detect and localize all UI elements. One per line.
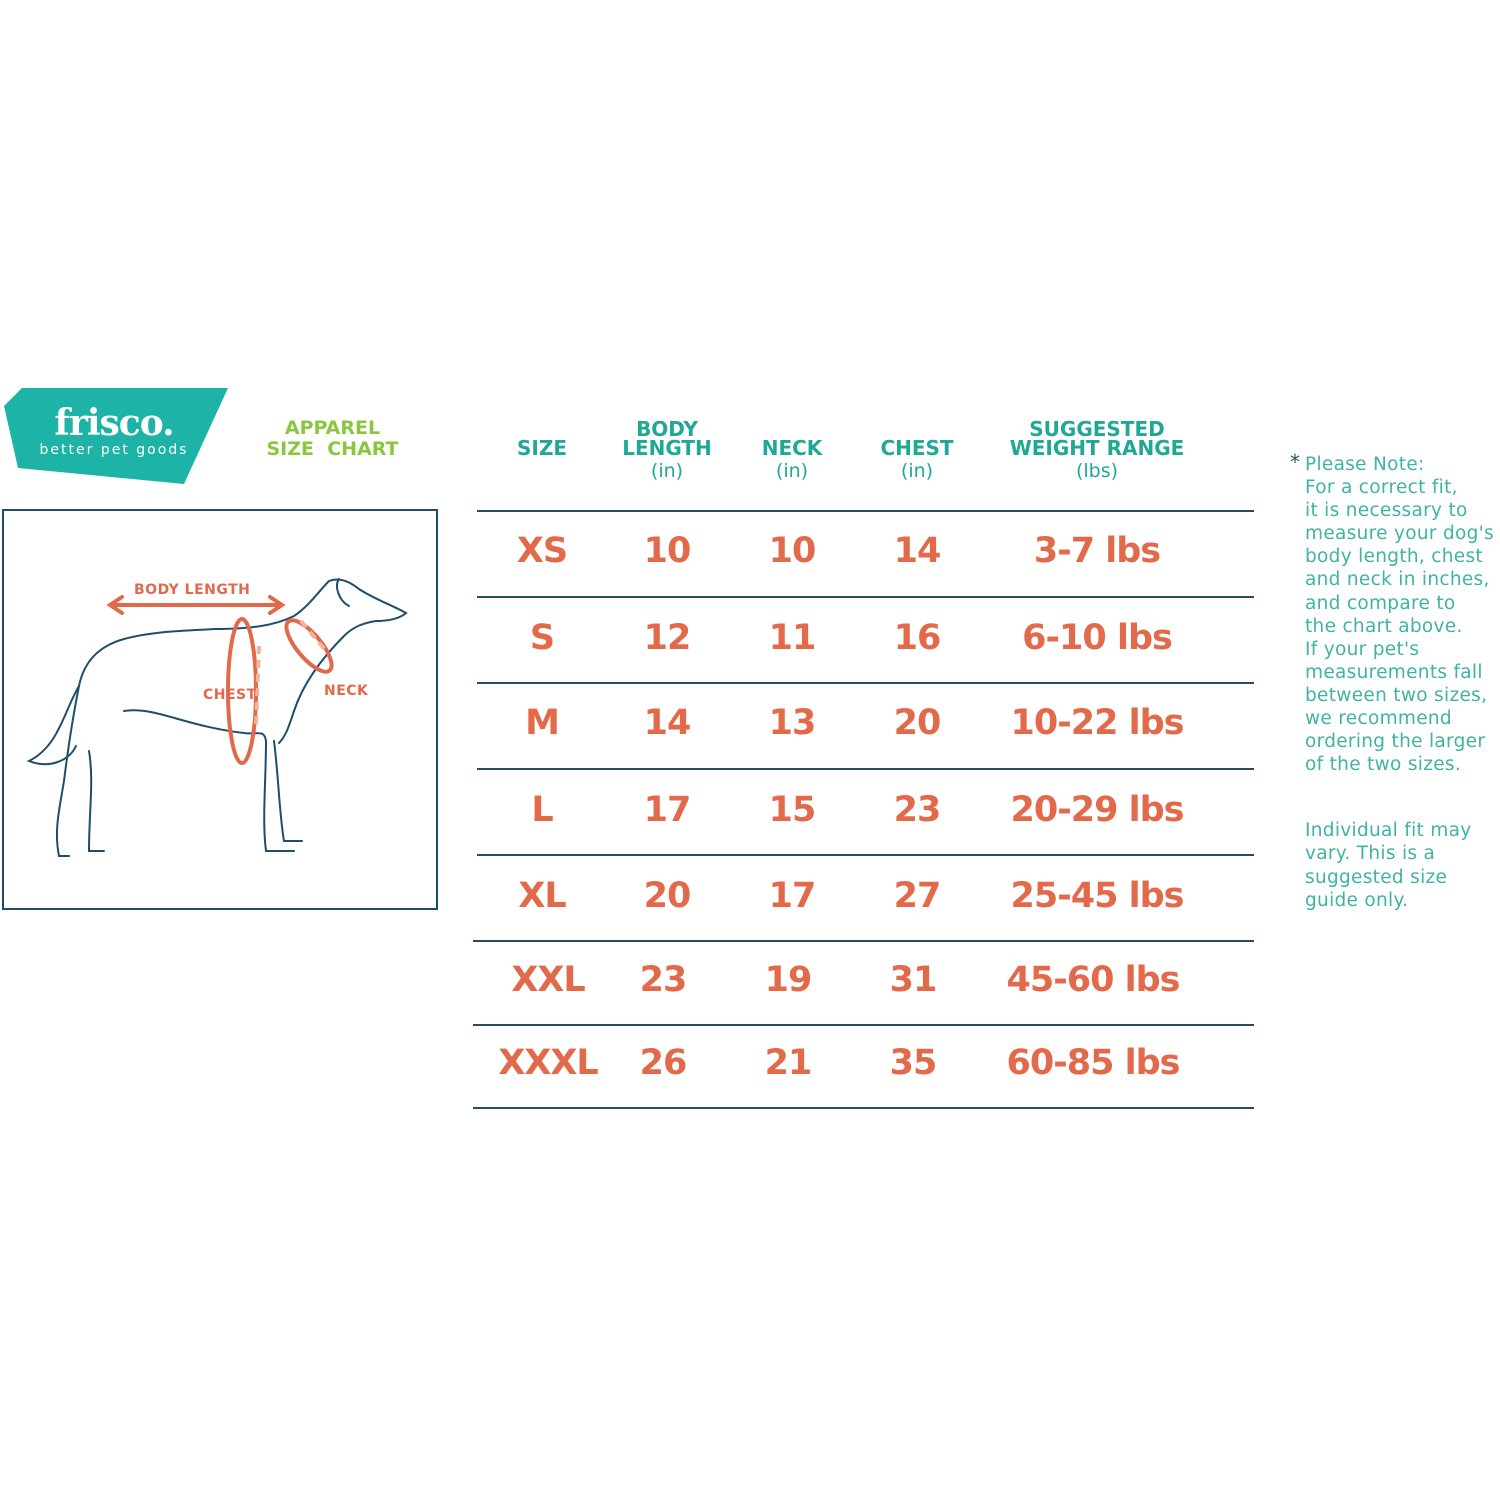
- neck-cell: 13: [768, 703, 817, 743]
- header-title: SUGGESTED: [1029, 417, 1165, 441]
- row-divider: [473, 1024, 1254, 1026]
- neck-cell: 17: [768, 876, 817, 916]
- column-header: NECK (in): [682, 436, 902, 484]
- header-title: NECK: [761, 436, 823, 460]
- column-header: SUGGESTED WEIGHT RANGE (lbs): [987, 417, 1207, 484]
- neck-cell: 15: [768, 790, 817, 830]
- weight-range-cell: 60-85 lbs: [1006, 1043, 1180, 1083]
- chest-cell: 20: [893, 703, 942, 743]
- brand-name: frisco.: [54, 402, 174, 444]
- column-header: CHEST (in): [807, 436, 1027, 484]
- row-divider: [477, 510, 1254, 512]
- brand-tagline: better pet goods: [39, 442, 189, 458]
- column-header: SIZE: [432, 436, 652, 460]
- neck-cell: 10: [768, 531, 817, 571]
- neck-cell: 11: [768, 618, 817, 658]
- body-length-label: BODY LENGTH: [134, 582, 251, 598]
- neck-label: NECK: [324, 683, 369, 699]
- chest-cell: 35: [889, 1043, 938, 1083]
- fit-note: * Please Note: For a correct fit, it is …: [1290, 450, 1500, 912]
- header-unit: (in): [900, 460, 934, 482]
- asterisk: *: [1290, 450, 1301, 474]
- note-paragraph-2: Individual fit may vary. This is a sugge…: [1305, 820, 1472, 911]
- chest-cell: 23: [893, 790, 942, 830]
- size-cell: S: [529, 618, 555, 658]
- chart-title: APPAREL SIZE CHART: [250, 418, 415, 460]
- size-cell: XXXL: [498, 1043, 598, 1083]
- weight-range-cell: 6-10 lbs: [1022, 618, 1173, 658]
- header-unit: (lbs): [1075, 460, 1119, 482]
- row-divider: [477, 596, 1254, 598]
- chest-cell: 14: [893, 531, 942, 571]
- header-unit: (in): [650, 460, 684, 482]
- header-title: WEIGHT RANGE: [1009, 436, 1185, 460]
- title-line2: SIZE CHART: [266, 438, 399, 460]
- size-cell: XL: [518, 876, 566, 916]
- row-divider: [473, 940, 1254, 942]
- row-divider: [477, 854, 1254, 856]
- neck-cell: 21: [764, 1043, 813, 1083]
- row-divider: [477, 682, 1254, 684]
- weight-range-cell: 25-45 lbs: [1010, 876, 1184, 916]
- note-paragraph-1: Please Note: For a correct fit, it is ne…: [1305, 454, 1494, 776]
- weight-range-cell: 45-60 lbs: [1006, 960, 1180, 1000]
- chest-cell: 27: [893, 876, 942, 916]
- title-line1: APPAREL: [284, 417, 381, 439]
- header-title: LENGTH: [622, 436, 712, 460]
- chest-cell: 31: [889, 960, 938, 1000]
- body-length-cell: 17: [643, 790, 692, 830]
- size-cell: XS: [516, 531, 568, 571]
- body-length-cell: 12: [643, 618, 692, 658]
- size-cell: M: [525, 703, 560, 743]
- row-divider: [473, 1107, 1254, 1109]
- weight-range-cell: 3-7 lbs: [1033, 531, 1161, 571]
- body-length-cell: 10: [643, 531, 692, 571]
- body-length-cell: 14: [643, 703, 692, 743]
- frisco-logo: frisco. better pet goods: [4, 388, 228, 484]
- header-unit: (in): [775, 460, 809, 482]
- neck-cell: 19: [764, 960, 813, 1000]
- size-cell: XXL: [511, 960, 585, 1000]
- body-length-cell: 20: [643, 876, 692, 916]
- chest-cell: 16: [893, 618, 942, 658]
- chest-label: CHEST: [203, 687, 257, 703]
- body-length-cell: 26: [639, 1043, 688, 1083]
- body-length-cell: 23: [639, 960, 688, 1000]
- dog-illustration: [26, 578, 408, 857]
- column-header: BODY LENGTH (in): [557, 417, 777, 484]
- weight-range-cell: 20-29 lbs: [1010, 790, 1184, 830]
- header-title: BODY: [636, 417, 698, 441]
- weight-range-cell: 10-22 lbs: [1010, 703, 1184, 743]
- header-title: CHEST: [880, 436, 954, 460]
- measurement-diagram: BODY LENGTH CHEST NECK: [2, 509, 438, 910]
- size-cell: L: [531, 790, 553, 830]
- header-title: SIZE: [516, 436, 567, 460]
- row-divider: [477, 768, 1254, 770]
